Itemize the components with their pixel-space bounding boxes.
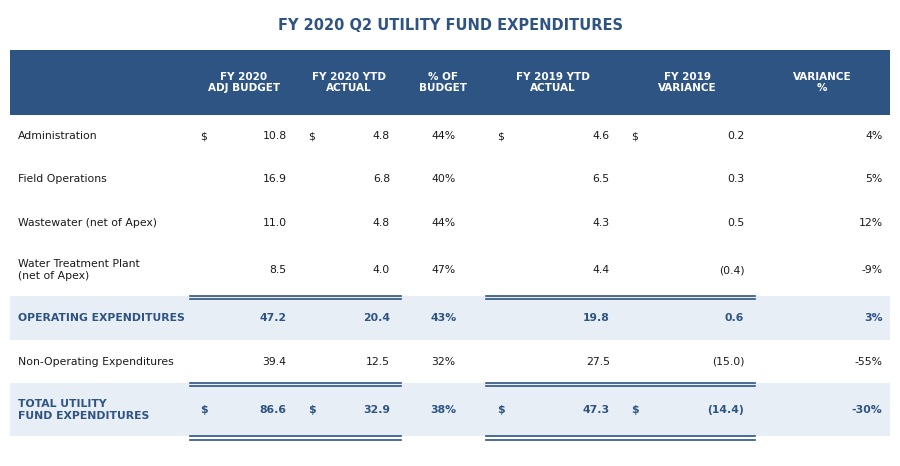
Text: TOTAL UTILITY
FUND EXPENDITURES: TOTAL UTILITY FUND EXPENDITURES <box>17 399 148 420</box>
Text: % OF
BUDGET: % OF BUDGET <box>419 72 467 93</box>
Text: 3%: 3% <box>864 313 883 323</box>
Text: FY 2020 Q2 UTILITY FUND EXPENDITURES: FY 2020 Q2 UTILITY FUND EXPENDITURES <box>277 18 623 33</box>
Text: 4%: 4% <box>865 131 883 141</box>
Text: VARIANCE
%: VARIANCE % <box>793 72 851 93</box>
Text: FY 2019
VARIANCE: FY 2019 VARIANCE <box>659 72 717 93</box>
Text: -9%: -9% <box>861 265 883 275</box>
Text: 12%: 12% <box>859 218 883 227</box>
Text: 39.4: 39.4 <box>263 356 287 367</box>
Text: 0.2: 0.2 <box>727 131 744 141</box>
Text: Administration: Administration <box>17 131 97 141</box>
Text: Non-Operating Expenditures: Non-Operating Expenditures <box>17 356 174 367</box>
Text: 27.5: 27.5 <box>586 356 609 367</box>
Text: 8.5: 8.5 <box>270 265 287 275</box>
Text: 12.5: 12.5 <box>366 356 390 367</box>
Text: Wastewater (net of Apex): Wastewater (net of Apex) <box>17 218 157 227</box>
Text: FY 2020 YTD
ACTUAL: FY 2020 YTD ACTUAL <box>312 72 386 93</box>
Text: Field Operations: Field Operations <box>17 174 106 185</box>
Text: 6.8: 6.8 <box>373 174 390 185</box>
Text: (14.4): (14.4) <box>707 404 744 415</box>
Bar <box>11 383 889 436</box>
Text: 4.8: 4.8 <box>373 131 390 141</box>
Text: Water Treatment Plant
(net of Apex): Water Treatment Plant (net of Apex) <box>17 259 140 281</box>
Text: 6.5: 6.5 <box>592 174 609 185</box>
Text: 43%: 43% <box>430 313 456 323</box>
Text: 40%: 40% <box>431 174 455 185</box>
Text: $: $ <box>201 131 207 141</box>
Text: 38%: 38% <box>430 404 456 415</box>
Bar <box>11 50 889 115</box>
Text: FY 2019 YTD
ACTUAL: FY 2019 YTD ACTUAL <box>517 72 590 93</box>
Text: $: $ <box>497 131 503 141</box>
Text: (15.0): (15.0) <box>712 356 744 367</box>
Text: 44%: 44% <box>431 131 455 141</box>
Text: $: $ <box>308 404 316 415</box>
Text: -55%: -55% <box>854 356 883 367</box>
Text: FY 2020
ADJ BUDGET: FY 2020 ADJ BUDGET <box>208 72 280 93</box>
Text: 32%: 32% <box>431 356 455 367</box>
Text: 0.5: 0.5 <box>727 218 744 227</box>
Text: 5%: 5% <box>865 174 883 185</box>
Text: 86.6: 86.6 <box>260 404 287 415</box>
Text: $: $ <box>308 131 315 141</box>
Text: 4.3: 4.3 <box>592 218 609 227</box>
Text: 19.8: 19.8 <box>583 313 609 323</box>
Text: $: $ <box>631 404 639 415</box>
Text: 11.0: 11.0 <box>263 218 287 227</box>
Text: OPERATING EXPENDITURES: OPERATING EXPENDITURES <box>17 313 184 323</box>
Text: 20.4: 20.4 <box>363 313 390 323</box>
Bar <box>11 296 889 340</box>
Text: 4.0: 4.0 <box>373 265 390 275</box>
Text: 0.6: 0.6 <box>724 313 744 323</box>
Text: 4.6: 4.6 <box>592 131 609 141</box>
Text: 4.8: 4.8 <box>373 218 390 227</box>
Text: $: $ <box>497 404 504 415</box>
Text: 47%: 47% <box>431 265 455 275</box>
Text: -30%: -30% <box>851 404 883 415</box>
Text: 47.2: 47.2 <box>259 313 287 323</box>
Text: 4.4: 4.4 <box>592 265 609 275</box>
Text: $: $ <box>631 131 638 141</box>
Text: 16.9: 16.9 <box>263 174 287 185</box>
Text: 10.8: 10.8 <box>263 131 287 141</box>
Text: 0.3: 0.3 <box>727 174 744 185</box>
Text: (0.4): (0.4) <box>719 265 744 275</box>
Text: 47.3: 47.3 <box>582 404 609 415</box>
Text: 44%: 44% <box>431 218 455 227</box>
Text: $: $ <box>201 404 208 415</box>
Text: 32.9: 32.9 <box>363 404 390 415</box>
